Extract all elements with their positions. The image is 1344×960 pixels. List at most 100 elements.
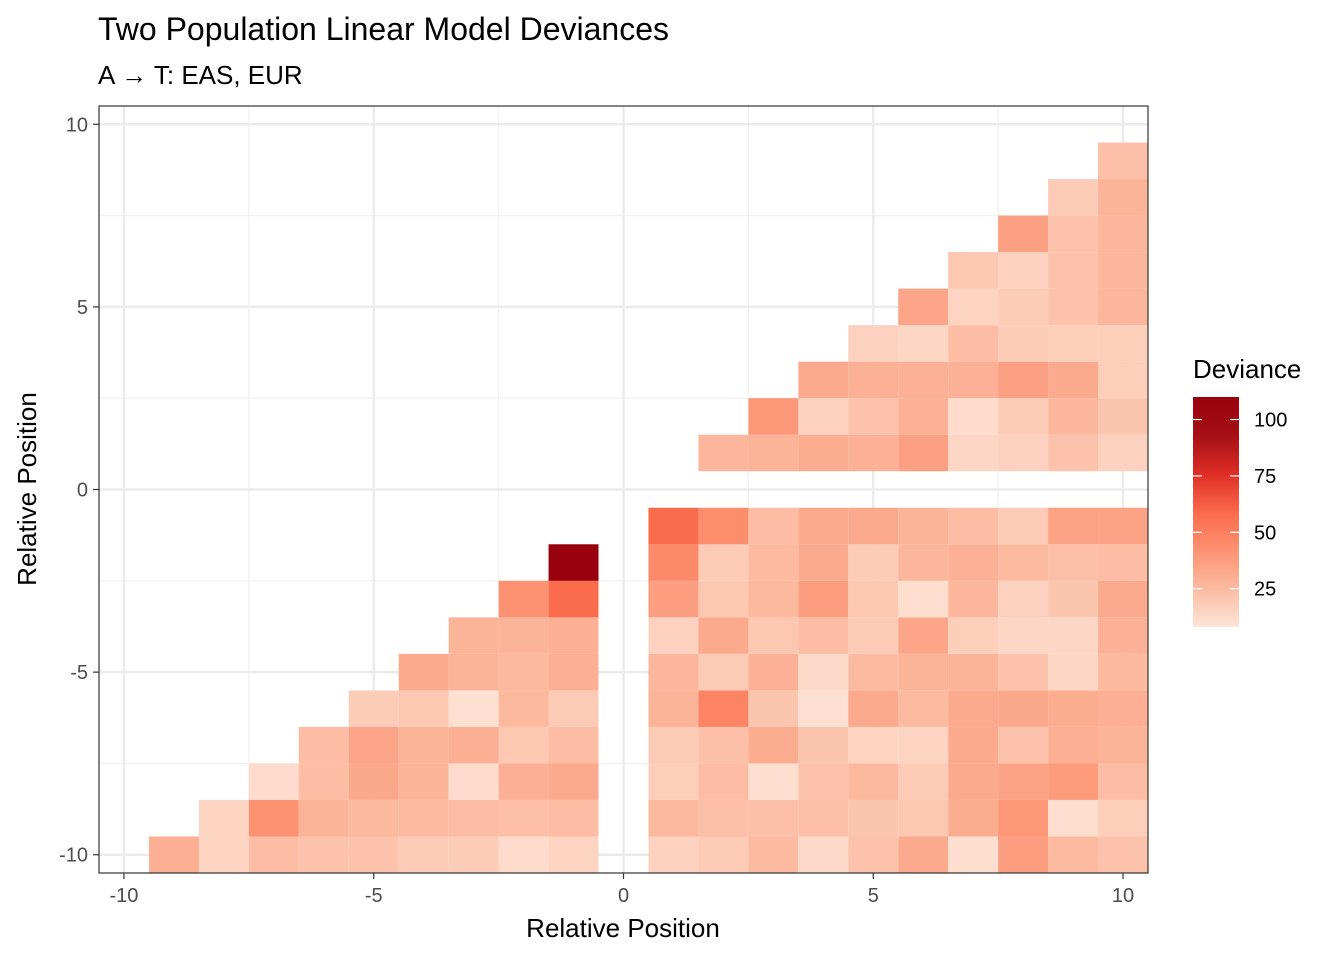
heatmap-tile — [1048, 653, 1099, 691]
heatmap-tile — [1048, 252, 1099, 289]
heatmap-tile — [948, 544, 999, 581]
heatmap-tile — [648, 763, 699, 800]
heatmap-tile — [798, 544, 849, 581]
heatmap-tile — [498, 690, 549, 727]
heatmap-tile — [798, 434, 849, 472]
heatmap-tile — [798, 836, 849, 873]
heatmap-tile — [698, 580, 749, 618]
heatmap-tile — [898, 434, 949, 472]
x-tick-label: 0 — [618, 885, 629, 907]
heatmap-tile — [798, 580, 849, 618]
heatmap-tile — [1048, 690, 1099, 727]
heatmap-tile — [998, 726, 1049, 764]
heatmap-tile — [698, 726, 749, 764]
heatmap-tile — [1048, 361, 1099, 399]
heatmap-tile — [848, 763, 899, 800]
heatmap-tile — [1048, 434, 1099, 472]
heatmap-tile — [1048, 398, 1099, 435]
heatmap-tile — [1098, 799, 1148, 837]
heatmap-tile — [848, 690, 899, 727]
heatmap-tile — [898, 507, 949, 545]
heatmap-tile — [448, 653, 499, 691]
heatmap-tile — [398, 763, 449, 800]
heatmap-tile — [798, 726, 849, 764]
heatmap-tile — [898, 325, 949, 362]
heatmap-tile — [198, 836, 249, 873]
heatmap-tile — [998, 252, 1049, 289]
heatmap-tile — [1048, 799, 1099, 837]
heatmap-tile — [548, 580, 599, 618]
y-tick-label: 0 — [77, 480, 88, 502]
heatmap-tile — [748, 434, 799, 472]
heatmap-tile — [1048, 836, 1099, 873]
heatmap-tile — [948, 252, 999, 289]
heatmap-tile — [1048, 179, 1099, 216]
heatmap-tile — [148, 836, 199, 873]
heatmap-tile — [1098, 507, 1148, 545]
heatmap-tile — [1048, 726, 1099, 764]
y-tick-label: -5 — [70, 662, 88, 684]
heatmap-tile — [848, 325, 899, 362]
legend-title: Deviance — [1193, 354, 1301, 384]
heatmap-tile — [898, 763, 949, 800]
heatmap-tile — [548, 726, 599, 764]
heatmap-tile — [998, 325, 1049, 362]
heatmap-tile — [498, 836, 549, 873]
heatmap-tile — [1098, 763, 1148, 800]
heatmap-tile — [698, 653, 749, 691]
heatmap-tile — [248, 799, 299, 837]
heatmap-tile — [748, 690, 799, 727]
heatmap-tile — [898, 288, 949, 326]
heatmap-tile — [548, 690, 599, 727]
heatmap-tile — [1098, 580, 1148, 618]
heatmap-tile — [548, 836, 599, 873]
heatmap-tile — [798, 799, 849, 837]
heatmap-tile — [648, 799, 699, 837]
heatmap-tile — [698, 434, 749, 472]
heatmap-tile — [448, 836, 499, 873]
heatmap-tile — [848, 398, 899, 435]
heatmap-tile — [548, 799, 599, 837]
heatmap-tile — [898, 799, 949, 837]
heatmap-tile — [948, 434, 999, 472]
heatmap-tile — [898, 544, 949, 581]
heatmap-tile — [848, 799, 899, 837]
heatmap-tile — [848, 653, 899, 691]
heatmap-tile — [748, 799, 799, 837]
heatmap-tile — [798, 361, 849, 399]
x-axis: -10 -5 0 5 10 — [110, 873, 1134, 907]
y-axis: -10 -5 0 5 10 — [59, 114, 99, 867]
heatmap-tile — [698, 690, 749, 727]
chart-title: Two Population Linear Model Deviances — [98, 11, 669, 47]
heatmap-tile — [898, 836, 949, 873]
x-axis-title: Relative Position — [526, 913, 720, 943]
heatmap-tile — [1098, 398, 1148, 435]
legend-colorbar — [1193, 397, 1239, 627]
heatmap-tile — [398, 653, 449, 691]
heatmap-tile — [848, 580, 899, 618]
heatmap-tile — [548, 544, 599, 581]
heatmap-tile — [898, 690, 949, 727]
heatmap-tile — [498, 799, 549, 837]
heatmap-tile — [448, 799, 499, 837]
heatmap-tile — [498, 763, 549, 800]
heatmap-tile — [748, 544, 799, 581]
heatmap-tile — [1098, 215, 1148, 253]
heatmap-tile — [648, 544, 699, 581]
legend-tick-label: 50 — [1254, 522, 1276, 544]
heatmap-tile — [448, 690, 499, 727]
heatmap-tile — [1098, 325, 1148, 362]
heatmap-tile — [998, 507, 1049, 545]
y-tick-label: 10 — [66, 114, 88, 136]
heatmap-tile — [348, 763, 399, 800]
heatmap-tile — [298, 726, 349, 764]
heatmap-tile — [1098, 617, 1148, 654]
heatmap-tile — [1048, 580, 1099, 618]
heatmap-tile — [848, 361, 899, 399]
heatmap-tile — [698, 544, 749, 581]
heatmap-tile — [1098, 544, 1148, 581]
heatmap-tile — [648, 507, 699, 545]
heatmap-tile — [898, 653, 949, 691]
heatmap-tile — [1098, 179, 1148, 216]
